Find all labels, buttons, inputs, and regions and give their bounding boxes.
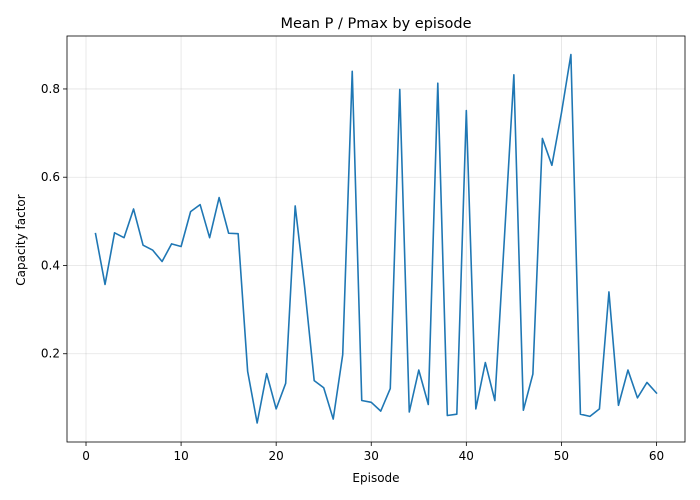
x-tick-label: 0	[82, 449, 90, 463]
axis-ticks: 0 10 20 30 40 50 60 0.2 0.4 0.6 0.8	[41, 82, 664, 463]
y-tick-label: 0.2	[41, 347, 60, 361]
y-axis-label: Capacity factor	[14, 194, 28, 285]
x-tick-label: 10	[173, 449, 188, 463]
y-tick-label: 0.6	[41, 170, 60, 184]
chart-title: Mean P / Pmax by episode	[280, 16, 471, 32]
x-tick-label: 30	[364, 449, 379, 463]
plot-frame	[66, 35, 686, 443]
y-tick-label: 0.4	[41, 258, 60, 272]
grid	[67, 36, 685, 442]
x-tick-label: 50	[554, 449, 569, 463]
x-axis-label: Episode	[352, 471, 399, 485]
series-group	[94, 53, 658, 424]
x-tick-label: 20	[269, 449, 284, 463]
x-tick-label: 40	[459, 449, 474, 463]
series-line	[94, 53, 658, 424]
x-tick-label: 60	[649, 449, 664, 463]
y-tick-label: 0.8	[41, 82, 60, 96]
